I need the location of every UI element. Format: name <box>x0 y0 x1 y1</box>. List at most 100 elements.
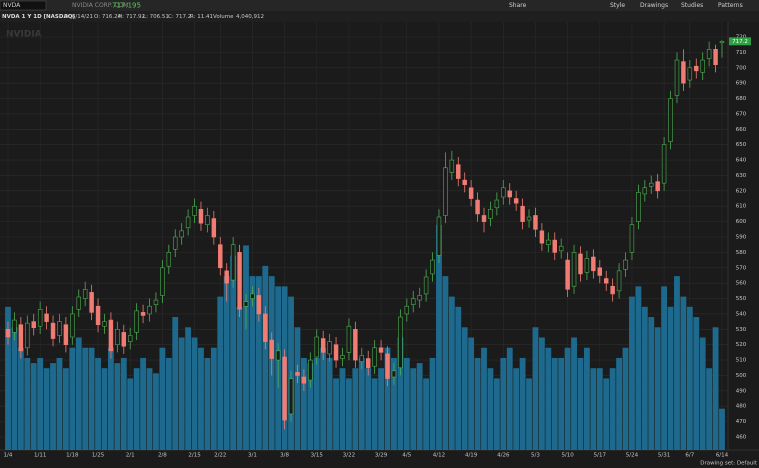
volume-bar <box>403 357 410 450</box>
candle-body <box>308 359 313 381</box>
volume-bar <box>249 276 256 450</box>
info-date: D: 6/14/21 <box>64 14 93 20</box>
candle-body <box>546 239 551 245</box>
x-tick-label: 5/24 <box>626 453 639 459</box>
candle-body <box>346 325 352 353</box>
watermark: NVIDIA <box>6 30 42 40</box>
volume-bar <box>114 363 121 450</box>
volume-bar <box>609 368 616 450</box>
volume-bar <box>307 363 314 450</box>
candle-body <box>591 256 596 272</box>
volume-bar <box>719 408 725 450</box>
volume-bar <box>346 378 352 450</box>
candle-body <box>44 313 49 322</box>
y-tick-label: 500 <box>736 373 747 379</box>
toolbar-style[interactable]: Style <box>610 2 625 9</box>
candle-body <box>314 336 319 358</box>
volume-bar <box>300 357 307 450</box>
volume-bar <box>487 368 494 450</box>
candle-body <box>475 199 480 215</box>
volume-bar <box>352 368 359 450</box>
candle-body <box>565 259 570 290</box>
volume-bar <box>616 357 622 450</box>
candle-body <box>552 239 557 253</box>
candle-body <box>127 335 133 342</box>
volume-bar <box>706 368 713 450</box>
candle-body <box>616 270 622 292</box>
toolbar-patterns[interactable]: Patterns <box>718 2 743 9</box>
candle-body <box>57 321 62 336</box>
volume-bar <box>384 347 391 450</box>
candle-body <box>636 192 641 222</box>
volume-bar <box>538 337 545 450</box>
volume-bar <box>699 337 706 450</box>
x-tick-label: 3/29 <box>375 453 388 459</box>
candle-body <box>411 298 416 305</box>
y-tick-label: 610 <box>736 204 747 210</box>
symbol-box[interactable] <box>0 0 47 11</box>
candle-body <box>263 313 268 342</box>
volume-bar <box>674 276 680 450</box>
volume-bar <box>165 357 172 450</box>
symbol[interactable]: NVDA <box>3 2 21 9</box>
candle-body <box>12 319 17 333</box>
volume-bar <box>558 357 565 450</box>
x-tick-label: 5/31 <box>658 453 670 459</box>
candle-body <box>578 253 583 275</box>
candle-body <box>668 98 673 142</box>
candle-body <box>295 372 300 376</box>
candle-body <box>385 353 390 379</box>
candle-body <box>82 289 88 299</box>
toolbar-share[interactable]: Share <box>509 2 527 9</box>
x-tick-label: 3/1 <box>248 453 257 459</box>
volume-bar <box>519 357 526 450</box>
volume-bar <box>43 368 50 450</box>
volume-bar <box>223 276 230 450</box>
volume-bar <box>146 368 153 450</box>
candle-body <box>700 59 705 73</box>
y-tick-label: 700 <box>736 65 747 71</box>
volume-bar <box>11 327 18 450</box>
last-price-tag <box>729 37 751 46</box>
candle-body <box>681 61 686 84</box>
volume-bar <box>30 363 37 450</box>
y-tick-label: 540 <box>736 311 747 317</box>
x-tick-label: 2/1 <box>126 453 135 459</box>
candle-body <box>198 209 204 224</box>
x-tick-label: 6/14 <box>716 453 729 459</box>
volume-bar <box>468 337 475 450</box>
candle-body <box>192 205 197 216</box>
volume-bar <box>378 368 384 450</box>
candle-body <box>533 215 538 230</box>
candle-body <box>674 59 680 96</box>
x-tick-label: 1/11 <box>34 453 46 459</box>
volume-bar <box>230 255 237 450</box>
volume-bar <box>210 347 217 450</box>
candle-body <box>417 295 422 301</box>
toolbar-studies[interactable]: Studies <box>681 2 703 9</box>
y-tick-label: 690 <box>736 81 747 87</box>
volume-bar <box>88 347 95 450</box>
candle-body <box>372 347 377 367</box>
volume-bar <box>442 276 449 450</box>
volume-bar <box>391 357 397 450</box>
toolbar-drawings[interactable]: Drawings <box>640 2 668 9</box>
candle-body <box>398 316 403 369</box>
candle-body <box>5 329 11 338</box>
candle-body <box>18 324 24 352</box>
x-tick-label: 4/26 <box>497 453 510 459</box>
last-price-label: 717.2 <box>732 39 748 45</box>
candle-body <box>449 159 455 173</box>
candle-body <box>603 278 609 284</box>
y-tick-label: 550 <box>736 296 747 302</box>
volume-bar <box>622 347 629 450</box>
x-tick-label: 5/10 <box>561 453 574 459</box>
candle-body <box>153 299 159 305</box>
candle-body <box>218 244 223 269</box>
volume-bar <box>564 347 571 450</box>
volume-bar <box>641 306 648 450</box>
y-tick-label: 510 <box>736 358 747 364</box>
candle-body <box>687 67 693 81</box>
candle-body <box>89 292 94 313</box>
candle-body <box>571 252 577 287</box>
